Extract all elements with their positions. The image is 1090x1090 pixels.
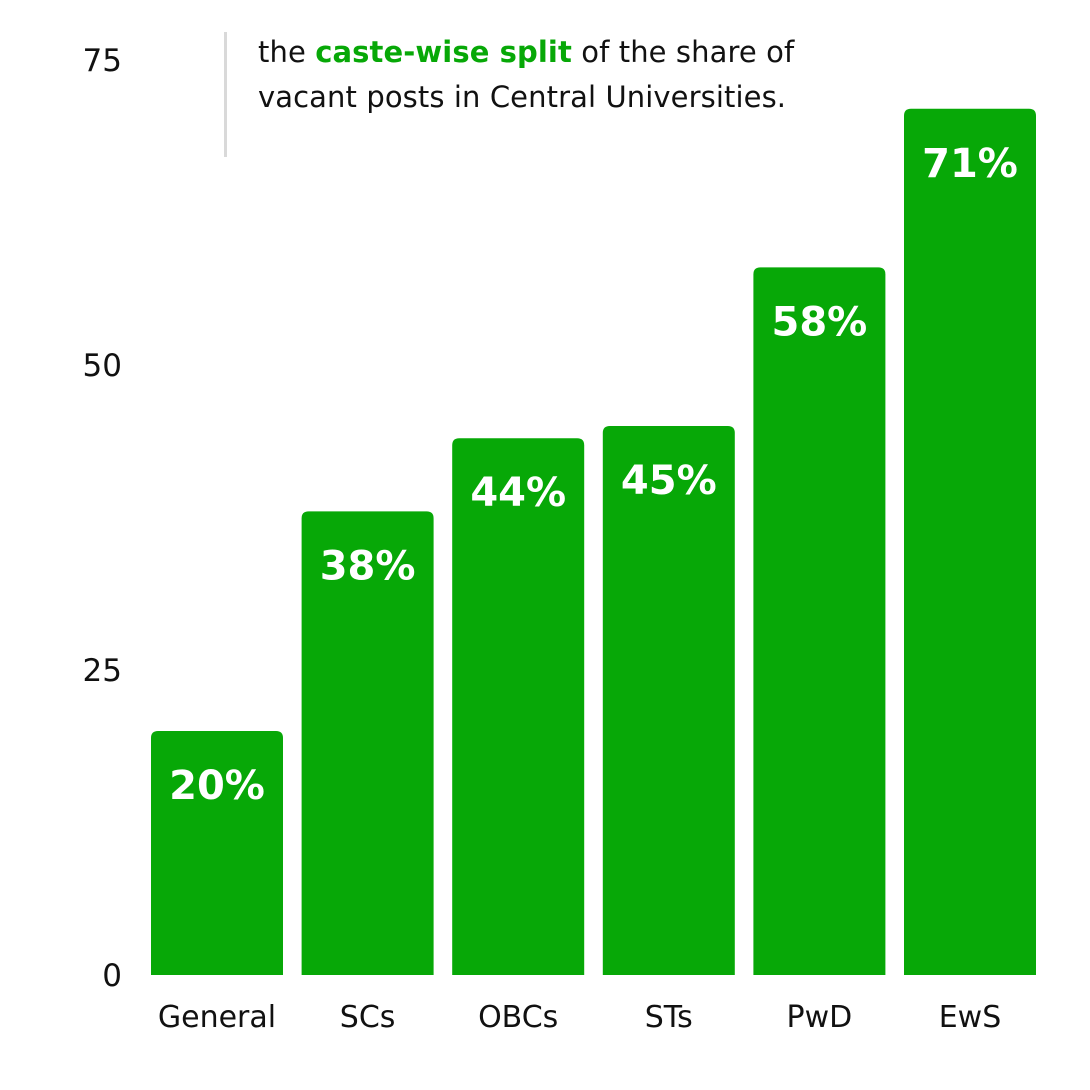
bar-general <box>151 731 283 975</box>
x-tick-label: OBCs <box>478 1000 558 1035</box>
bar-value-label: 71% <box>922 141 1018 187</box>
bar-value-label: 58% <box>772 299 868 345</box>
bar-value-label: 44% <box>470 470 566 516</box>
x-tick-label: PwD <box>787 1000 853 1035</box>
bar-value-label: 38% <box>320 543 416 589</box>
annotation-prefix: the <box>258 35 316 69</box>
bar-pwd <box>753 267 886 975</box>
annotation-highlight: caste-wise split <box>315 35 572 69</box>
bar-scs <box>301 511 434 975</box>
y-tick-label: 25 <box>83 653 122 689</box>
y-tick-label: 75 <box>83 43 122 79</box>
x-tick-label: General <box>158 1000 276 1035</box>
bar-value-label: 45% <box>621 458 717 504</box>
bar-sts <box>602 426 735 975</box>
bar-ews <box>904 108 1036 976</box>
chart-annotation: the caste-wise split of the share of vac… <box>258 30 798 120</box>
annotation-rule <box>224 32 227 157</box>
bar-obcs <box>452 438 585 975</box>
y-tick-label: 50 <box>83 348 122 384</box>
bar-value-label: 20% <box>169 763 265 809</box>
x-tick-label: SCs <box>340 1000 396 1035</box>
x-tick-label: STs <box>645 1000 693 1035</box>
annotation-suffix: of the share of vacant posts in Central … <box>258 35 795 114</box>
x-tick-label: EwS <box>939 1000 1002 1035</box>
y-tick-label: 0 <box>102 958 122 994</box>
